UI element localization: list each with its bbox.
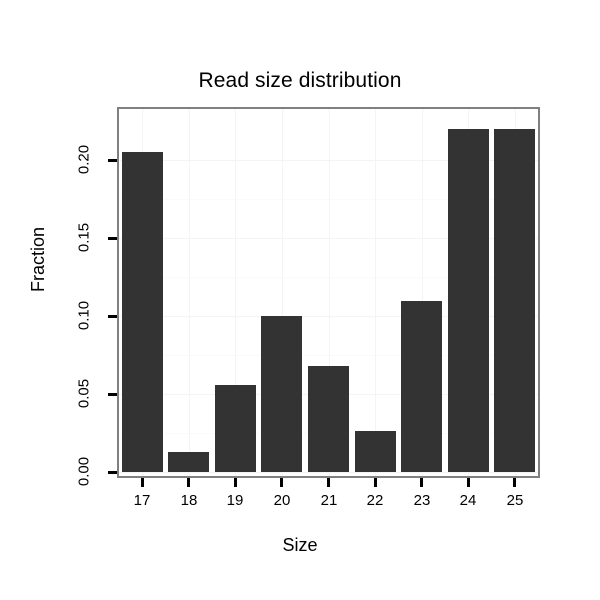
x-axis-tick-label: 24: [459, 492, 477, 509]
y-axis-tick: [108, 159, 117, 162]
x-axis-tick-label: 21: [320, 492, 338, 509]
gridline-vertical: [422, 109, 423, 476]
plot-area: [119, 109, 538, 476]
gridline-horizontal-minor: [119, 355, 538, 356]
y-axis-tick-label: 0.10: [75, 300, 93, 331]
bar: [308, 366, 349, 472]
x-axis-tick: [234, 478, 237, 487]
y-axis-tick: [108, 471, 117, 474]
x-axis-tick: [467, 478, 470, 487]
y-axis-tick-label: 0.00: [75, 456, 93, 487]
bar: [168, 452, 209, 472]
x-axis-tick-label: 17: [133, 492, 151, 509]
gridline-horizontal: [119, 160, 538, 161]
x-axis-tick: [187, 478, 190, 487]
gridline-vertical: [189, 109, 190, 476]
gridline-horizontal: [119, 316, 538, 317]
bar: [355, 431, 396, 472]
gridline-horizontal: [119, 238, 538, 239]
x-axis-tick-label: 20: [273, 492, 291, 509]
x-axis-tick: [280, 478, 283, 487]
bar: [215, 385, 256, 472]
x-axis-tick: [420, 478, 423, 487]
x-axis-label: Size: [282, 535, 318, 555]
y-axis-label: Fraction: [28, 226, 48, 292]
gridline-horizontal: [119, 472, 538, 473]
gridline-vertical: [282, 109, 283, 476]
x-axis-tick-label: 25: [506, 492, 524, 509]
plot-panel: [117, 107, 540, 478]
x-axis-tick-label: 18: [180, 492, 198, 509]
gridline-vertical: [235, 109, 236, 476]
x-axis-tick: [327, 478, 330, 487]
chart-title: Read size distribution: [198, 69, 402, 92]
y-axis-tick-label: 0.15: [75, 222, 93, 253]
gridline-horizontal-minor: [119, 277, 538, 278]
y-axis-tick: [108, 393, 117, 396]
bar: [261, 316, 302, 472]
x-axis-tick-label: 22: [366, 492, 384, 509]
x-axis-tick: [374, 478, 377, 487]
gridline-horizontal-minor: [119, 199, 538, 200]
bar: [494, 129, 535, 472]
bar: [448, 129, 489, 472]
gridline-vertical: [375, 109, 376, 476]
x-axis-tick-label: 19: [226, 492, 244, 509]
x-axis-tick: [141, 478, 144, 487]
y-axis-tick-label: 0.20: [75, 144, 93, 175]
y-axis-tick: [108, 315, 117, 318]
y-axis-tick-label: 0.05: [75, 378, 93, 409]
bar: [401, 301, 442, 472]
gridline-vertical: [329, 109, 330, 476]
x-axis-tick-label: 23: [413, 492, 431, 509]
y-axis-tick: [108, 237, 117, 240]
bar: [122, 152, 163, 472]
x-axis-tick: [513, 478, 516, 487]
